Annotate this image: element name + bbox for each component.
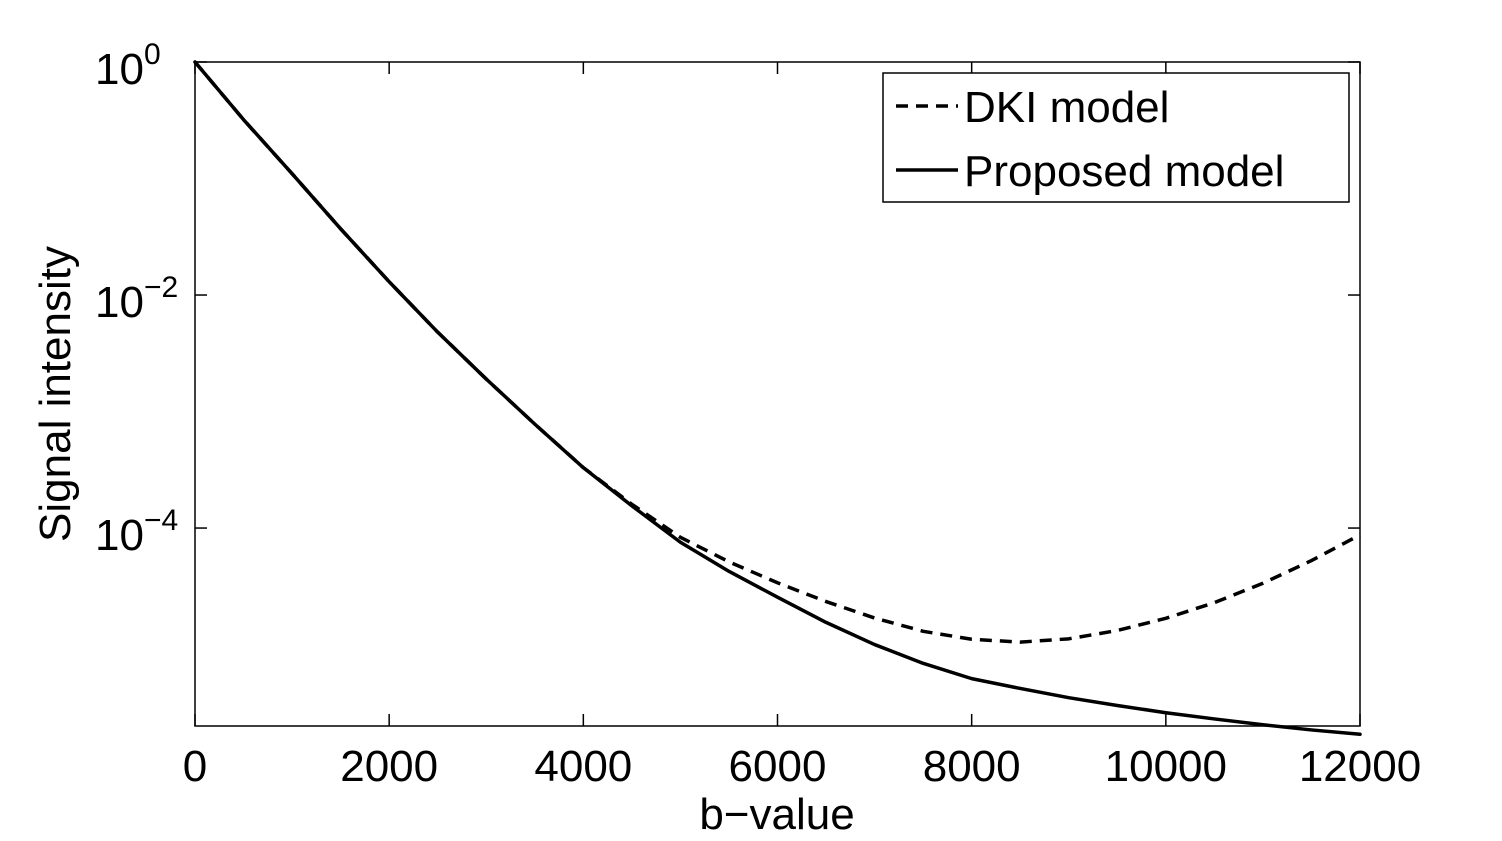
y-tick-label-1: 10−2	[95, 271, 178, 327]
series-line-0	[193, 60, 1361, 644]
legend-label-dki: DKI model	[964, 83, 1169, 132]
x-tick-label-5: 10000	[1105, 742, 1227, 791]
series-line-1	[193, 60, 1362, 736]
y-tick-label-2: 10−4	[95, 504, 178, 560]
legend-label-proposed: Proposed model	[964, 147, 1284, 196]
y-axis-title: Signal intensity	[31, 246, 80, 542]
plot-frame	[194, 61, 1361, 727]
y-tick-label-0: 100	[95, 38, 161, 94]
x-axis-title: b−value	[699, 790, 854, 839]
x-tick-label-4: 8000	[923, 742, 1021, 791]
series-layer	[193, 60, 1362, 736]
x-tick-label-0: 0	[183, 742, 207, 791]
x-tick-label-6: 12000	[1299, 742, 1421, 791]
legend-box	[882, 72, 1350, 203]
x-tick-label-3: 6000	[729, 742, 827, 791]
x-tick-label-2: 4000	[534, 742, 632, 791]
legend: DKI model Proposed model	[882, 72, 1350, 203]
x-tick-label-1: 2000	[340, 742, 438, 791]
y-tick-labels: 100 10−2 10−4	[95, 38, 178, 560]
x-tick-labels: 0 2000 4000 6000 8000 10000 12000	[183, 742, 1421, 791]
